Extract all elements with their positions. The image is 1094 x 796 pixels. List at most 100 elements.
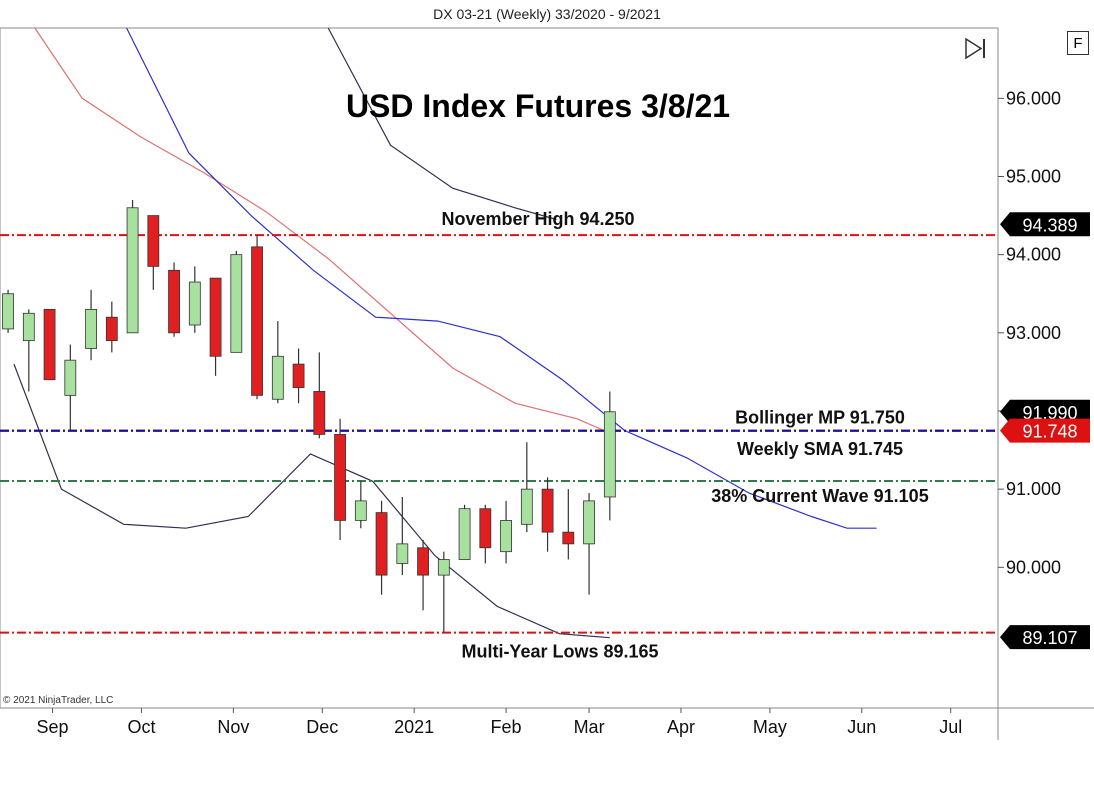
chart-title: USD Index Futures 3/8/21 (346, 88, 730, 124)
candle-22 (458, 504, 471, 560)
candle-11 (230, 250, 243, 353)
y-tick-label: 91.000 (1006, 479, 1061, 499)
chart-panel (0, 27, 1094, 740)
f-button[interactable]: F (1067, 31, 1089, 55)
candle-body (603, 411, 616, 498)
candle-12 (251, 235, 263, 400)
candle-19 (396, 496, 409, 576)
candle-3 (64, 344, 77, 431)
hline-label-3: 38% Current Wave 91.105 (711, 486, 928, 506)
candle-body (209, 277, 222, 357)
x-tick-label: Jun (847, 717, 876, 737)
candle-body (2, 293, 14, 330)
candle-body (168, 269, 180, 334)
x-tick-label: 2021 (394, 717, 434, 737)
candle-18 (375, 500, 388, 595)
x-tick-label: Mar (574, 717, 605, 737)
candle-body (85, 308, 97, 349)
hline-label-4: Multi-Year Lows 89.165 (461, 642, 658, 662)
candle-body (147, 215, 160, 267)
price-marker-1: 91.990 (1000, 399, 1090, 424)
x-tick-label: Jul (939, 717, 962, 737)
indicator-layer (13, 27, 877, 639)
bollinger-mid-line (34, 27, 605, 432)
candle-7 (147, 215, 160, 290)
candle-13 (271, 321, 284, 404)
candle-20 (417, 539, 429, 611)
candle-body (43, 308, 56, 381)
y-tick-label: 93.000 (1006, 323, 1061, 343)
bollinger-lower-line (13, 363, 610, 639)
candle-8 (168, 262, 180, 337)
candle-4 (85, 289, 97, 361)
candle-14 (292, 348, 305, 404)
candle-body (541, 488, 554, 533)
horizontal-lines-layer: November High 94.250 Bollinger MP 91.750 W… (0, 209, 998, 662)
y-tick-label: 94.000 (1006, 245, 1061, 265)
candle-10 (209, 277, 222, 376)
candle-15 (313, 352, 326, 439)
candle-23 (479, 504, 492, 564)
x-tick-label: Nov (217, 717, 249, 737)
candle-body (562, 531, 575, 545)
candle-24 (500, 500, 512, 564)
candle-body (271, 355, 284, 400)
candle-body (105, 316, 118, 342)
plot-area (0, 27, 999, 709)
x-tick-label: Feb (491, 717, 522, 737)
x-tick-label: Sep (37, 717, 69, 737)
price-axis: 90.00091.00092.00093.00094.00095.00096.0… (998, 88, 1061, 577)
y-tick-label: 96.000 (1006, 88, 1061, 108)
candle-body (396, 543, 409, 564)
candle-body (334, 434, 346, 521)
price-marker-3: 89.107 (1000, 625, 1090, 650)
candle-body (230, 254, 243, 353)
candle-26 (541, 477, 554, 552)
candle-body (520, 488, 533, 525)
candle-body (583, 500, 595, 545)
candle-28 (583, 493, 595, 595)
candle-16 (334, 418, 346, 540)
x-tick-label: May (753, 717, 787, 737)
candle-5 (105, 301, 118, 353)
price-marker-0: 94.389 (1000, 212, 1090, 237)
candle-body (188, 281, 201, 326)
price-marker-box (1000, 625, 1090, 650)
price-marker-2: 91.748 (1000, 418, 1090, 443)
candle-0 (2, 289, 14, 333)
candle-1 (22, 309, 35, 392)
candle-body (458, 508, 471, 560)
candle-body (251, 246, 263, 396)
candle-body (354, 500, 367, 521)
time-axis: Sep Oct Nov Dec 2021 Feb Mar Apr May Jun Jul (37, 708, 962, 737)
candle-body (500, 520, 512, 553)
x-tick-label: Apr (667, 717, 695, 737)
x-tick-label: Dec (306, 717, 338, 737)
price-marker-label: 89.107 (1022, 628, 1077, 648)
candle-29 (603, 391, 616, 521)
candle-body (22, 312, 35, 342)
play-icon[interactable] (965, 37, 985, 60)
candle-25 (520, 442, 533, 533)
hline-label-1: Bollinger MP 91.750 (735, 408, 905, 428)
copyright-notice: © 2021 NinjaTrader, LLC (3, 695, 114, 706)
candle-9 (188, 266, 201, 333)
candle-body (292, 363, 305, 388)
price-marker-label: 91.748 (1022, 422, 1077, 442)
price-marker-box (1000, 399, 1090, 424)
candle-body (313, 391, 326, 435)
price-marker-label: 91.990 (1022, 403, 1077, 423)
candle-21 (437, 551, 450, 633)
y-tick-label: 90.000 (1006, 557, 1061, 577)
candle-6 (126, 199, 139, 334)
candle-body (479, 508, 492, 549)
candle-body (417, 547, 429, 576)
bollinger-upper-line (327, 27, 557, 221)
weekly-sma-line (126, 27, 877, 529)
candle-body (437, 559, 450, 576)
candle-body (126, 207, 139, 334)
candle-body (64, 359, 77, 396)
candles-layer (2, 199, 616, 633)
hline-label-0: November High 94.250 (441, 209, 634, 229)
